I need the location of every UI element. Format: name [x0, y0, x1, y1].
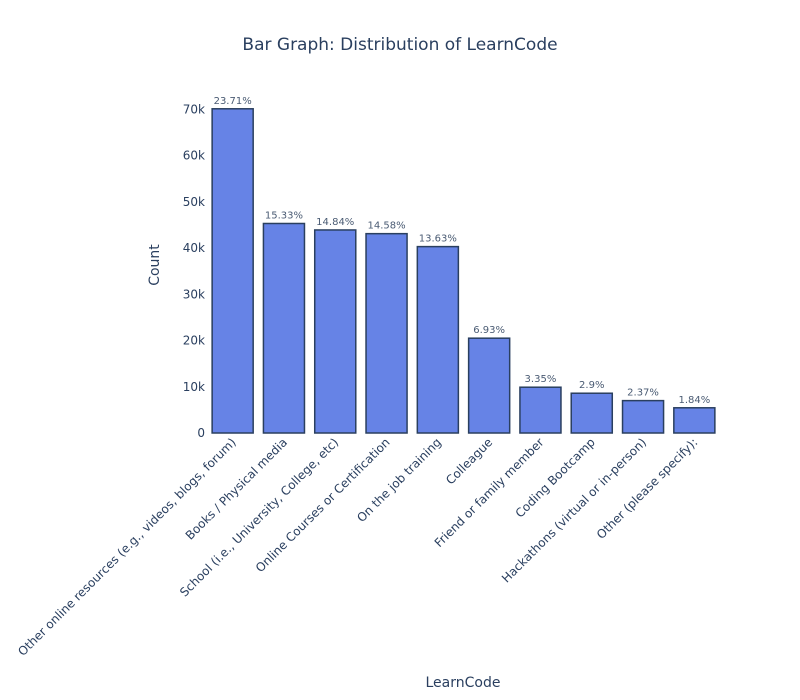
bar-value-label: 2.9% — [579, 380, 604, 391]
y-tick-label: 70k — [183, 102, 205, 116]
x-tick-label: On the job training — [354, 435, 444, 525]
x-axis-title: LearnCode — [426, 675, 501, 691]
y-tick-label: 20k — [183, 334, 205, 348]
bar-value-label: 2.37% — [627, 388, 659, 399]
bar — [519, 386, 562, 434]
y-tick-label: 10k — [183, 380, 205, 394]
bar-value-label: 1.84% — [678, 395, 710, 406]
bar-value-label: 14.58% — [367, 221, 405, 232]
y-axis-title: Count — [147, 244, 163, 286]
bar — [262, 222, 306, 434]
bar — [416, 245, 460, 434]
bar-value-labels: 23.71% 15.33% 14.84% 14.58% 13.63% 6.93% 3.35%… — [214, 96, 711, 406]
bar-value-label: 14.84% — [316, 217, 354, 228]
bar — [211, 108, 254, 434]
y-tick-label: 40k — [183, 241, 205, 255]
x-tick-label: Colleague — [443, 435, 495, 487]
bar-value-label: 3.35% — [525, 374, 557, 385]
x-tick-label: Other (please specify): — [594, 435, 701, 542]
x-tick-label: Books / Physical media — [183, 435, 290, 542]
bar-value-label: 6.93% — [473, 325, 505, 336]
bar-value-label: 13.63% — [419, 234, 457, 245]
y-axis-ticks: 0 10k 20k 30k 40k 50k 60k 70k — [183, 102, 205, 440]
bar — [365, 232, 408, 434]
y-tick-label: 30k — [183, 287, 205, 301]
bar-value-label: 23.71% — [214, 96, 252, 107]
bar — [621, 399, 665, 434]
bar — [570, 392, 614, 434]
x-tick-label: Other online resources (e.g., videos, bl… — [15, 435, 239, 659]
bar-value-label: 15.33% — [265, 210, 303, 221]
y-tick-label: 50k — [183, 195, 205, 209]
x-axis-ticks: Other online resources (e.g., videos, bl… — [15, 435, 700, 659]
bar — [467, 337, 511, 434]
bars — [211, 108, 716, 434]
y-tick-label: 60k — [183, 149, 205, 163]
chart-title: Bar Graph: Distribution of LearnCode — [242, 35, 557, 55]
bar — [313, 229, 357, 434]
bar — [673, 407, 716, 434]
y-tick-label: 0 — [197, 426, 205, 440]
